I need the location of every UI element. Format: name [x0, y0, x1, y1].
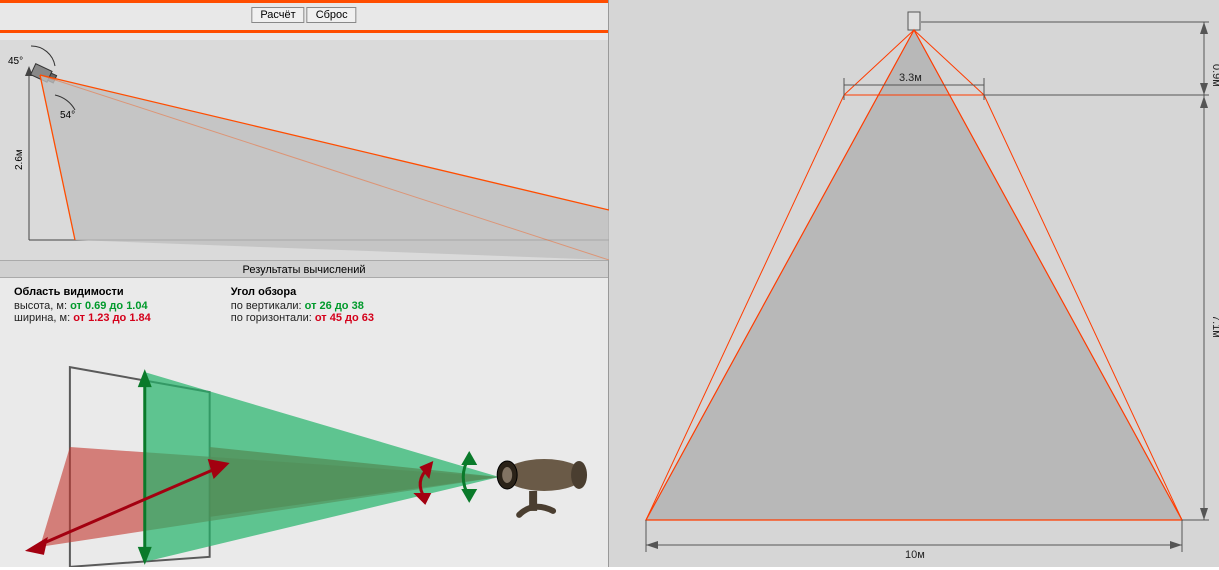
- far-depth-label: 7.1м: [1210, 315, 1219, 338]
- plan-view-diagram: 3.3м 10м 0.9м 7.1м: [609, 0, 1219, 567]
- vis-height-label: высота, м:: [14, 300, 67, 312]
- left-panel: Расчёт Сброс 45°: [0, 0, 609, 567]
- rule-bottom: [0, 30, 608, 33]
- fov-title: Угол обзора: [231, 286, 374, 298]
- fov-vert-label: по вертикали:: [231, 300, 302, 312]
- vis-width-value: от 1.23 до 1.84: [73, 312, 151, 324]
- fov-horiz-value: от 45 до 63: [315, 312, 374, 324]
- visibility-block: Область видимости высота, м: от 0.69 до …: [14, 286, 151, 324]
- focal-height-label: 0.9м: [1210, 64, 1219, 87]
- camera-icon: [497, 459, 587, 515]
- topbar: Расчёт Сброс: [0, 0, 608, 40]
- tilt-angle-label: 45°: [8, 56, 23, 67]
- fov-block: Угол обзора по вертикали: от 26 до 38 по…: [231, 286, 374, 324]
- results-header: Результаты вычислений: [0, 260, 608, 278]
- vis-height-value: от 0.69 до 1.04: [70, 300, 148, 312]
- visibility-title: Область видимости: [14, 286, 151, 298]
- button-row: Расчёт Сброс: [251, 7, 356, 23]
- reset-button[interactable]: Сброс: [307, 7, 357, 23]
- base-width-label: 10м: [905, 549, 925, 561]
- vis-width-label: ширина, м:: [14, 312, 70, 324]
- side-profile-diagram: 45° 54° 2.6м: [0, 40, 608, 260]
- near-width-label: 3.3м: [899, 72, 922, 84]
- fov-horiz-label: по горизонтали:: [231, 312, 312, 324]
- calc-button[interactable]: Расчёт: [251, 7, 304, 23]
- fov-3d-illustration: [0, 347, 608, 567]
- results-body: Область видимости высота, м: от 0.69 до …: [0, 278, 608, 567]
- fov-vert-value: от 26 до 38: [305, 300, 364, 312]
- rule-top: [0, 0, 608, 3]
- fov-angle-label: 54°: [60, 110, 75, 121]
- height-label: 2.6м: [14, 149, 25, 170]
